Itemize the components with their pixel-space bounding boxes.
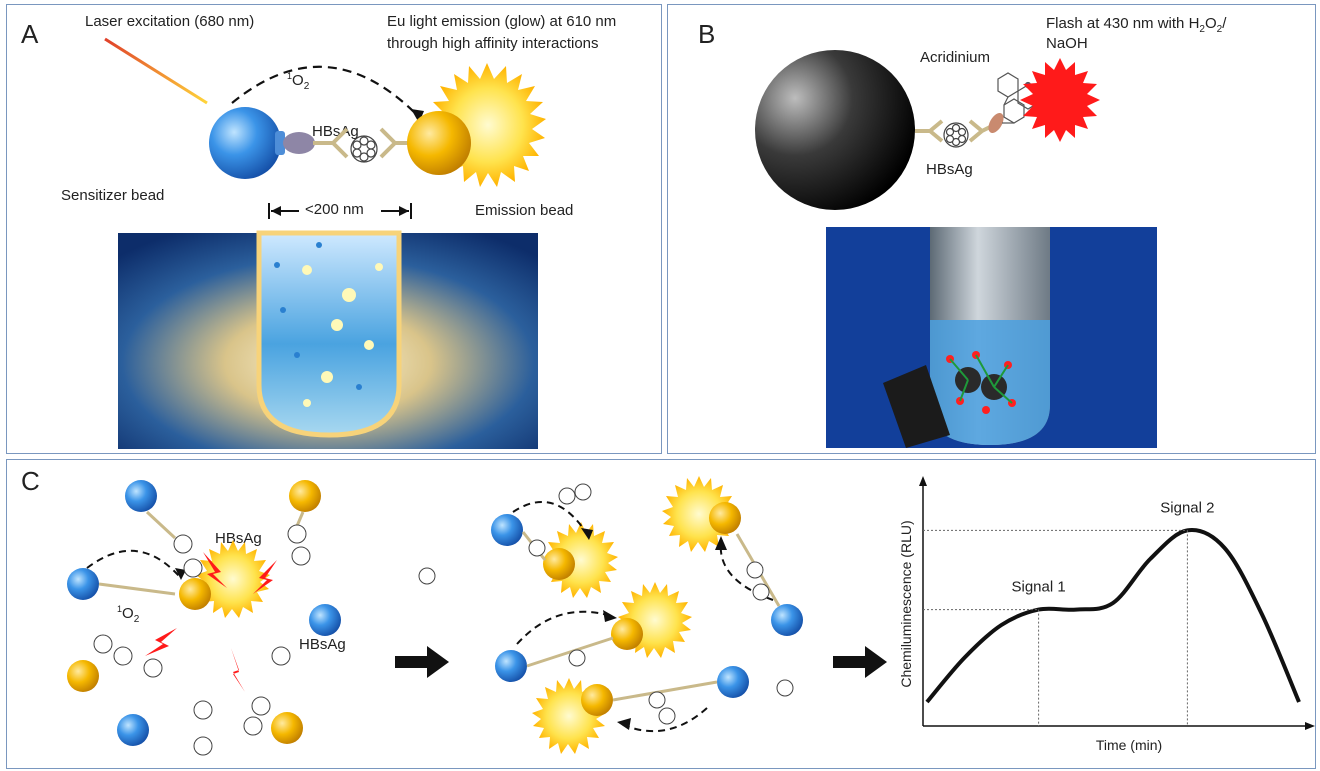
hbsag-particle-c xyxy=(418,483,794,725)
singlet-oxygen-label: 1O2 xyxy=(287,71,310,92)
panel-a: A Laser excitation (680 nm) Eu light emi… xyxy=(6,4,662,454)
signal-curve xyxy=(925,528,1301,704)
emission-bead-label: Emission bead xyxy=(475,202,574,219)
process-arrow-1 xyxy=(395,646,449,678)
emission-bead-c xyxy=(611,618,643,650)
sensitizer-bead-c xyxy=(309,604,341,636)
distance-label: <200 nm xyxy=(305,201,364,218)
sensitizer-bead-c xyxy=(717,666,749,698)
emission-bead-c xyxy=(581,684,613,716)
emission-glow-c xyxy=(196,540,270,618)
panel-b-illustration xyxy=(755,50,1157,448)
sensitizer-bead-c xyxy=(771,604,803,636)
x-axis-label: Time (min) xyxy=(1096,737,1162,753)
distance-bracket xyxy=(268,203,412,219)
hbsag-particle-a xyxy=(350,135,378,163)
sensitizer-bead-c xyxy=(125,480,157,512)
sensitizer-bead-c xyxy=(491,514,523,546)
panel-a-illustration xyxy=(104,37,546,449)
antibody-left xyxy=(313,127,349,159)
panel-c-illustration xyxy=(67,476,887,756)
emission-bead-c xyxy=(289,480,321,512)
emission-bead-c xyxy=(543,548,575,580)
singlet-oxygen-label-c: 1O2 xyxy=(117,604,140,625)
panel-a-label: A xyxy=(21,19,39,49)
hbsag-particle-b xyxy=(943,122,969,148)
tube-photo-b xyxy=(826,227,1157,448)
flash-label-line1: Flash at 430 nm with H2O2/ xyxy=(1046,15,1227,35)
emission-bead-c xyxy=(271,712,303,744)
emission-bead-c xyxy=(709,502,741,534)
singlet-oxygen-arrow xyxy=(231,65,418,116)
red-bolt xyxy=(145,552,277,692)
laser-excitation-label: Laser excitation (680 nm) xyxy=(85,13,255,30)
sensitizer-bead-c xyxy=(495,650,527,682)
sensitizer-bead-c xyxy=(117,714,149,746)
glowing-tube-image xyxy=(118,230,538,449)
sensitizer-bead-label: Sensitizer bead xyxy=(61,187,165,204)
process-arrow-2 xyxy=(833,646,887,678)
signal-annotation: Signal 1 xyxy=(1011,579,1065,596)
sensitizer-bead-c xyxy=(67,568,99,600)
emission-bead-c xyxy=(67,660,99,692)
eu-emission-label-line1: Eu light emission (glow) at 610 nm xyxy=(387,13,617,30)
flash-burst xyxy=(1020,58,1100,142)
sensitizer-bead xyxy=(209,107,281,179)
magnetic-microparticle xyxy=(755,50,915,210)
acridinium-label: Acridinium xyxy=(920,49,991,66)
laser-beam xyxy=(104,37,208,105)
eu-emission-label-line2: through high affinity interactions xyxy=(387,35,599,52)
emission-bead xyxy=(407,111,471,175)
panel-b: B Acridinium Flash at 430 nm with H2O2/ … xyxy=(667,4,1316,454)
antibody-ligand xyxy=(283,132,315,154)
panel-c: C HBsAg HBsAg 1O2 xyxy=(6,459,1316,769)
signal-annotation: Signal 2 xyxy=(1160,499,1214,516)
panel-c-label: C xyxy=(21,466,40,496)
hbsag-label-b: HBsAg xyxy=(926,161,973,178)
antibody-b-left xyxy=(915,119,944,143)
flash-label-line2: NaOH xyxy=(1046,35,1088,52)
panel-b-label: B xyxy=(698,19,716,49)
y-axis-label: Chemiluminescence (RLU) xyxy=(898,520,914,687)
chemiluminescence-chart: Chemiluminescence (RLU) Time (min) Signa… xyxy=(898,476,1315,753)
hbsag-particle-c xyxy=(93,524,311,756)
hbsag-label-c1: HBsAg xyxy=(215,530,262,547)
hbsag-label-a: HBsAg xyxy=(312,123,359,140)
hbsag-label-c2: HBsAg xyxy=(299,636,346,653)
